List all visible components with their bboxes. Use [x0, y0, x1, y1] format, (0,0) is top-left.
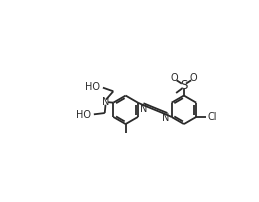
- Text: O: O: [171, 73, 178, 83]
- Text: N: N: [140, 104, 147, 114]
- Text: Cl: Cl: [208, 112, 217, 122]
- Text: HO: HO: [85, 82, 100, 92]
- Text: S: S: [180, 79, 188, 92]
- Text: N: N: [162, 114, 170, 123]
- Text: N: N: [102, 97, 110, 107]
- Text: HO: HO: [76, 110, 91, 120]
- Text: O: O: [189, 73, 197, 83]
